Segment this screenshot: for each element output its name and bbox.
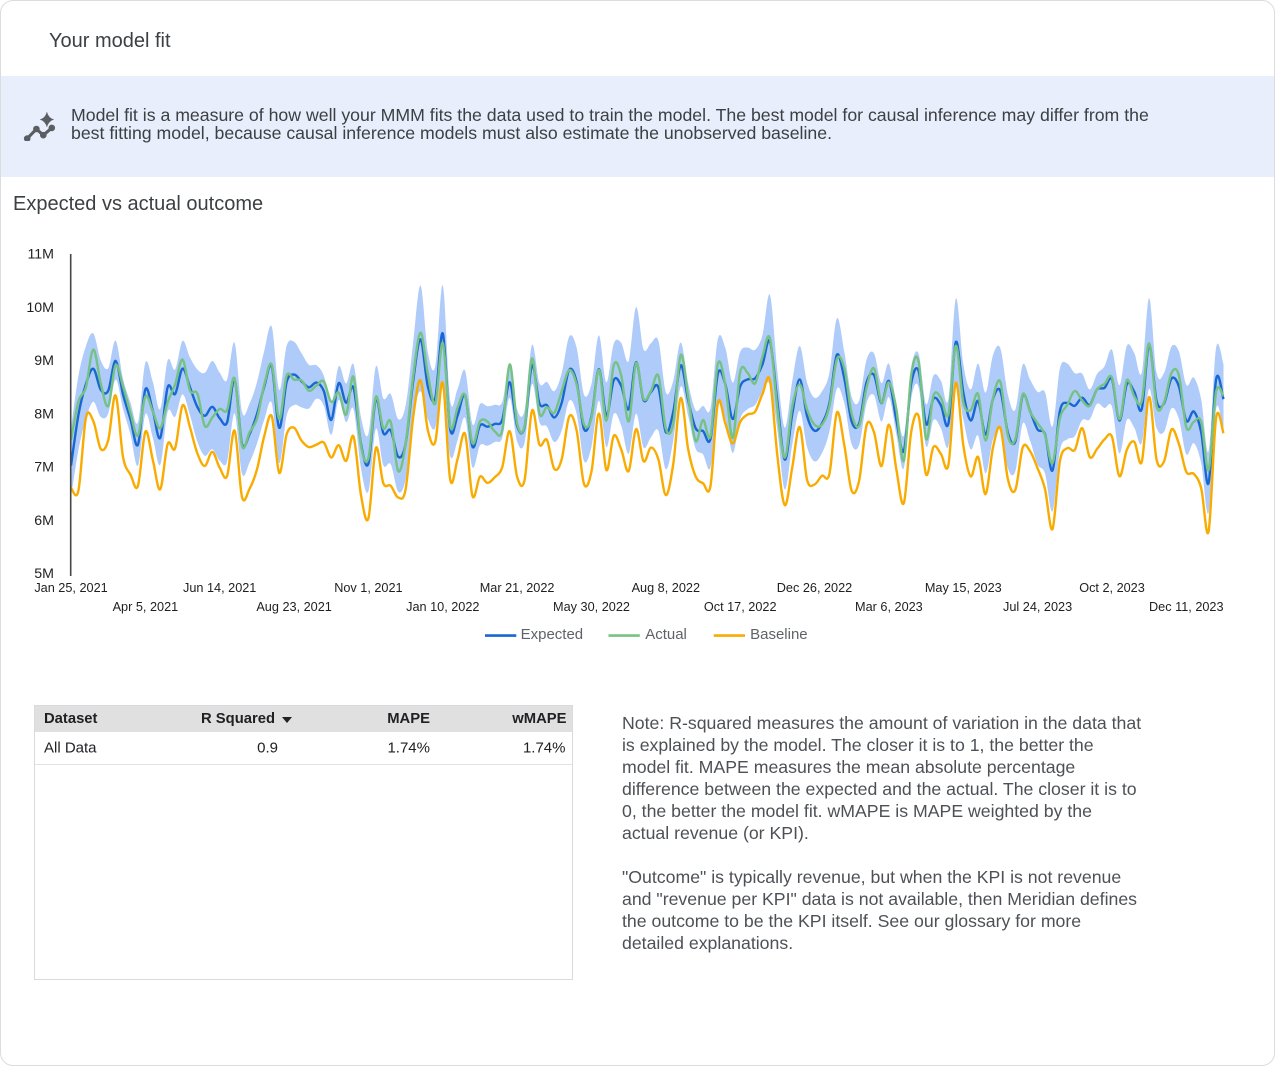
svg-text:Mar 6, 2023: Mar 6, 2023 (855, 600, 923, 614)
svg-text:Aug 23, 2021: Aug 23, 2021 (256, 600, 332, 614)
svg-text:Oct 17, 2022: Oct 17, 2022 (704, 600, 777, 614)
svg-text:Expected: Expected (521, 626, 584, 643)
svg-text:8M: 8M (34, 406, 54, 422)
svg-text:Actual: Actual (645, 626, 687, 643)
svg-text:6M: 6M (34, 513, 54, 529)
svg-text:Jan 10, 2022: Jan 10, 2022 (406, 600, 479, 614)
svg-text:11M: 11M (27, 247, 54, 263)
svg-text:May 15, 2023: May 15, 2023 (925, 581, 1002, 595)
svg-text:Dec 11, 2023: Dec 11, 2023 (1149, 600, 1224, 614)
svg-text:Aug 8, 2022: Aug 8, 2022 (632, 581, 700, 595)
svg-text:Jun 14, 2021: Jun 14, 2021 (183, 581, 256, 595)
svg-text:10M: 10M (26, 300, 54, 316)
svg-text:Dec 26, 2022: Dec 26, 2022 (777, 581, 852, 595)
svg-text:Nov 1, 2021: Nov 1, 2021 (334, 581, 402, 595)
svg-text:Baseline: Baseline (750, 626, 808, 643)
svg-text:Jan 25, 2021: Jan 25, 2021 (34, 581, 107, 595)
svg-text:Mar 21, 2022: Mar 21, 2022 (480, 581, 555, 595)
svg-text:9M: 9M (34, 353, 54, 369)
svg-text:5M: 5M (34, 566, 54, 582)
svg-text:Jul 24, 2023: Jul 24, 2023 (1003, 600, 1072, 614)
svg-text:7M: 7M (34, 460, 54, 476)
svg-text:Apr 5, 2021: Apr 5, 2021 (113, 600, 179, 614)
svg-text:May 30, 2022: May 30, 2022 (553, 600, 630, 614)
svg-text:Oct 2, 2023: Oct 2, 2023 (1079, 581, 1145, 595)
